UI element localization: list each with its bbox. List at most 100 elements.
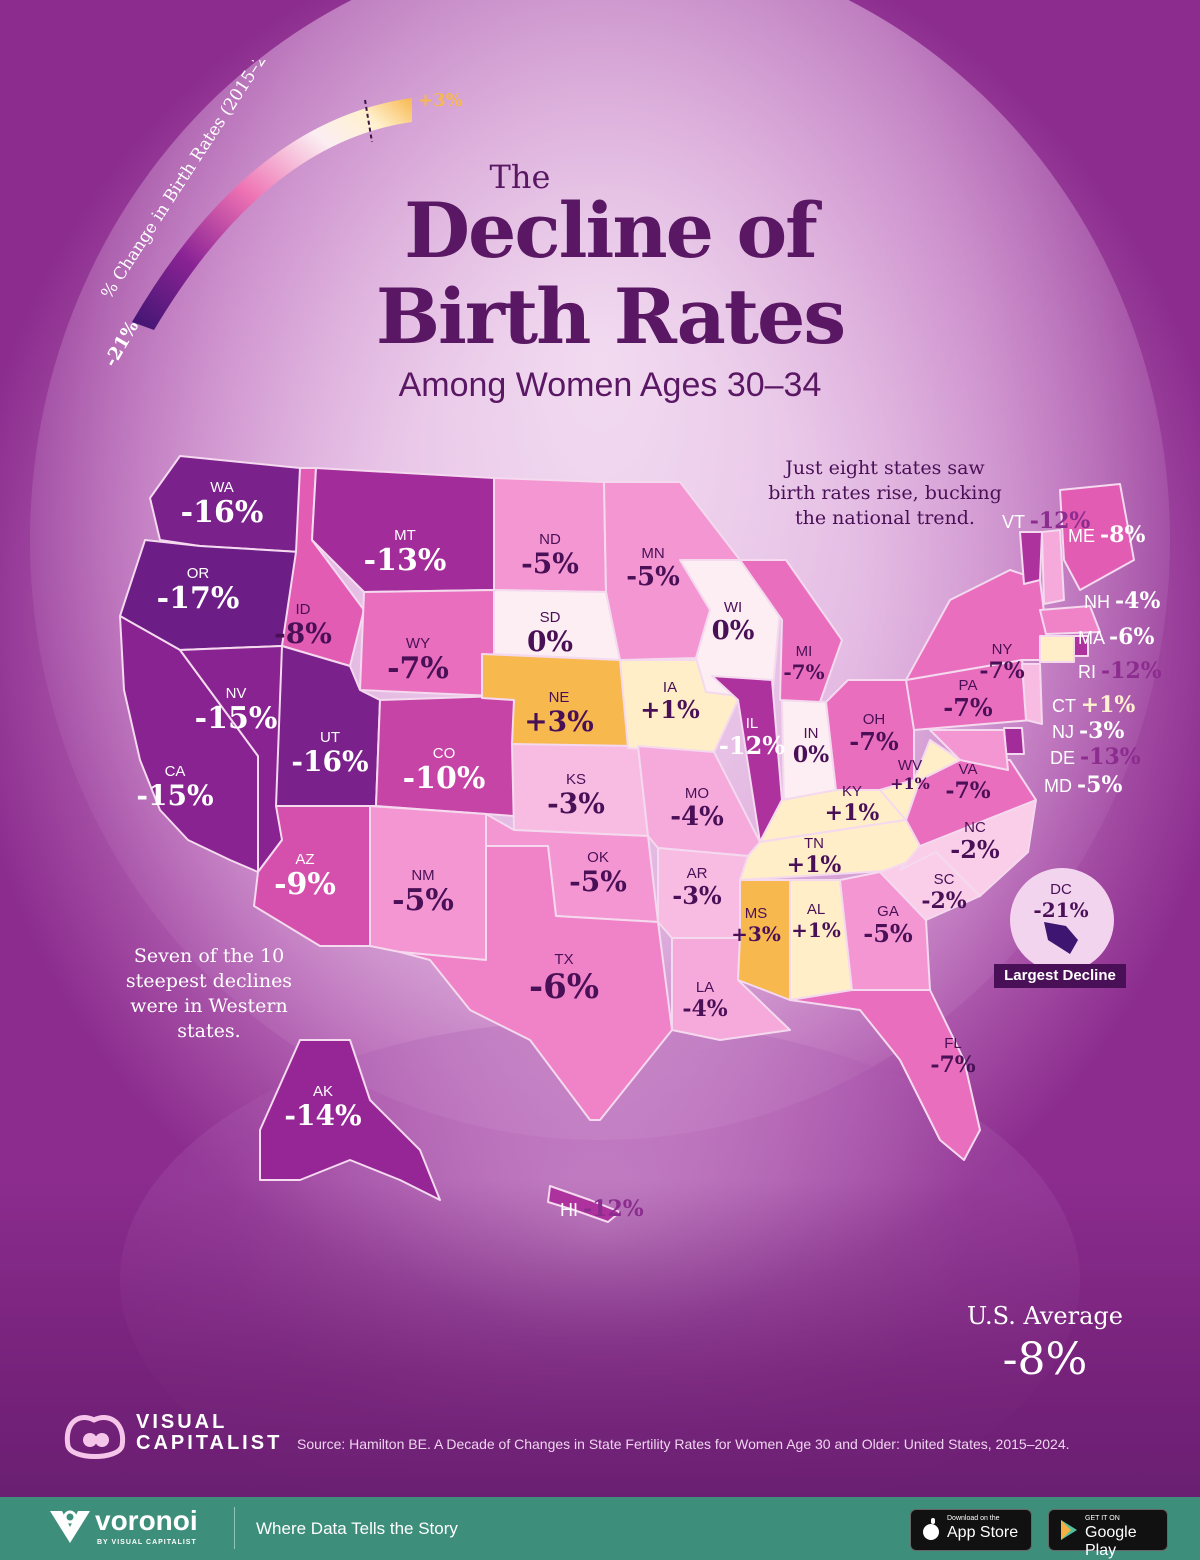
state-nj — [1021, 663, 1043, 725]
state-label-ma: MA -6% — [1078, 624, 1154, 650]
state-label-dc: DC -21% — [1033, 882, 1088, 920]
state-value: +3% — [731, 922, 781, 946]
state-label-ak: AK -14% — [284, 1084, 361, 1130]
state-value: -7% — [849, 727, 899, 756]
state-label-ne: NE +3% — [524, 690, 594, 736]
state-label-mo: MO -4% — [670, 786, 724, 830]
state-label-ms: MS +3% — [731, 906, 781, 944]
state-abbr: MN — [641, 545, 665, 562]
state-abbr: AL — [806, 901, 826, 918]
state-value: -12% — [718, 731, 786, 760]
state-value: -12% — [583, 1196, 644, 1222]
state-value: -8% — [1100, 522, 1146, 548]
state-abbr: MI — [795, 643, 813, 660]
state-abbr: DE — [1050, 748, 1081, 768]
state-abbr: VA — [958, 761, 978, 778]
dc-largest-decline-badge: Largest Decline — [994, 964, 1126, 988]
google-play-button[interactable]: GET IT ON Google Play — [1048, 1509, 1168, 1559]
state-label-wa: WA -16% — [181, 480, 264, 528]
state-dc — [1044, 922, 1078, 954]
state-abbr: WV — [897, 757, 923, 774]
state-abbr: IL — [745, 715, 759, 732]
state-abbr: AZ — [295, 851, 315, 868]
title-line-1: Decline of — [404, 186, 818, 275]
footer-divider — [234, 1507, 235, 1549]
state-value: +1% — [791, 918, 841, 942]
app-store-button[interactable]: Download on the App Store — [910, 1509, 1032, 1551]
state-value: -6% — [1109, 624, 1155, 650]
state-value: -16% — [180, 495, 264, 530]
app-store-label: App Store — [947, 1524, 1019, 1541]
legend-gradient-arc — [132, 98, 412, 330]
state-label-az: AZ -9% — [274, 852, 336, 900]
state-me — [1059, 483, 1135, 591]
state-value: +1% — [890, 774, 930, 793]
state-value: -4% — [1115, 588, 1161, 614]
state-abbr: ID — [295, 601, 311, 618]
state-value: -14% — [284, 1099, 362, 1132]
state-abbr: CA — [164, 763, 186, 780]
state-abbr: WI — [723, 599, 743, 616]
title-small: The — [489, 158, 551, 196]
state-value: -5% — [521, 547, 579, 580]
state-value: -3% — [547, 787, 605, 820]
state-abbr: VT — [1002, 512, 1030, 532]
state-abbr: KY — [841, 783, 862, 800]
state-hi — [547, 1185, 621, 1223]
state-ma — [1039, 605, 1101, 635]
google-play-icon — [1061, 1520, 1077, 1540]
state-abbr: TX — [554, 951, 574, 968]
state-label-de: DE -13% — [1050, 744, 1141, 770]
publisher-name-line-2: CAPITALIST — [136, 1432, 283, 1454]
state-value: -6% — [528, 967, 600, 1007]
state-label-la: LA -4% — [682, 980, 727, 1020]
state-value: +3% — [524, 705, 594, 738]
state-value: -7% — [945, 778, 991, 804]
state-label-me: ME -8% — [1068, 522, 1145, 548]
footer-bar: voronoi BY VISUAL CAPITALIST Where Data … — [0, 1497, 1200, 1560]
state-label-ar: AR -3% — [672, 866, 721, 908]
state-value: +1% — [640, 695, 700, 724]
state-value: -10% — [402, 761, 486, 796]
state-abbr: SC — [933, 871, 955, 888]
state-value: -7% — [930, 1052, 976, 1078]
legend-zero-tick — [364, 99, 373, 143]
state-value: -9% — [274, 867, 336, 902]
state-abbr: FL — [944, 1035, 962, 1052]
state-value: -5% — [626, 562, 680, 592]
state-md — [929, 729, 1009, 771]
state-label-mn: MN -5% — [626, 546, 680, 590]
state-abbr: SD — [539, 609, 561, 626]
state-label-in: IN 0% — [793, 726, 829, 766]
us-average-label: U.S. Average — [967, 1302, 1123, 1330]
state-abbr: MT — [394, 527, 416, 544]
state-abbr: NH — [1084, 592, 1115, 612]
state-label-wy: WY -7% — [387, 636, 449, 684]
state-abbr: NM — [411, 867, 435, 884]
state-abbr: WY — [405, 635, 431, 652]
state-ms — [737, 879, 791, 1001]
state-fl — [789, 989, 981, 1161]
state-mi — [739, 559, 843, 703]
state-abbr: NV — [225, 685, 247, 702]
state-abbr: NE — [548, 689, 570, 706]
voronoi-logo-icon — [50, 1510, 90, 1543]
state-value: 0% — [711, 616, 755, 646]
legend-color-bar: % Change in Birth Rates (2015–2024) -21%… — [97, 60, 462, 371]
state-label-wv: WV +1% — [890, 758, 930, 792]
state-abbr: NJ — [1052, 722, 1079, 742]
annotation-rise: Just eight states saw birth rates rise, … — [768, 457, 1002, 529]
state-value: -15% — [136, 779, 214, 812]
state-abbr: RI — [1078, 662, 1102, 682]
state-value: 0% — [526, 625, 574, 658]
state-abbr: CT — [1052, 696, 1081, 716]
state-label-fl: FL -7% — [930, 1036, 975, 1076]
state-label-oh: OH -7% — [849, 712, 898, 754]
state-abbr: GA — [877, 903, 899, 920]
state-label-ga: GA -5% — [863, 904, 912, 946]
publisher-name: VISUAL CAPITALIST — [136, 1412, 282, 1454]
state-value: +1% — [786, 852, 842, 878]
state-label-ca: CA -15% — [136, 764, 213, 810]
